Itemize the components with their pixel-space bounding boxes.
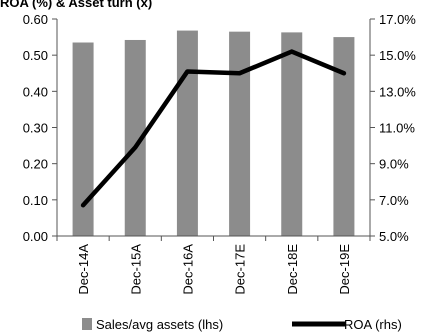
legend-swatch-bar [82, 318, 92, 330]
x-tick-label: Dec-17E [233, 244, 248, 295]
bar-Dec-18E [281, 32, 303, 236]
bar-Dec-17E [229, 31, 251, 237]
y-left-tick-label: 0.40 [23, 84, 48, 99]
y-right-tick-label: 7.0% [379, 193, 409, 208]
legend-label-line: ROA (rhs) [344, 317, 402, 332]
x-tick-label: Dec-14A [76, 244, 91, 295]
legend: Sales/avg assets (lhs) ROA (rhs) [82, 317, 402, 332]
bar-Dec-16A [176, 30, 198, 236]
y-left-tick-label: 0.30 [23, 121, 48, 136]
y-left-tick-label: 0.60 [23, 12, 48, 27]
y-right-tick-label: 17.0% [379, 12, 416, 27]
y-right-tick-label: 15.0% [379, 48, 416, 63]
y-left-tick-label: 0.00 [23, 229, 48, 244]
axes-layer: 0.00 0.10 0.20 0.30 0.40 0.50 0.60 5.0% 7.0% 9.0%… [23, 12, 417, 244]
chart-title: ROA (%) & Asset turn (x) [0, 0, 152, 10]
y-left-tick-label: 0.20 [23, 157, 48, 172]
y-left-tick-label: 0.50 [23, 48, 48, 63]
bar-Dec-14A [72, 42, 94, 237]
y-right-tick-label: 5.0% [379, 229, 409, 244]
x-tick-label: Dec-18E [285, 244, 300, 295]
x-tick-label: Dec-16A [180, 244, 195, 295]
bar-Dec-19E [333, 37, 355, 237]
y-right-tick-label: 9.0% [379, 157, 409, 172]
bar-layer [72, 30, 355, 237]
bar-Dec-15A [124, 39, 146, 236]
x-tick-labels: Dec-14A Dec-15A Dec-16A Dec-17E Dec-18E Dec-1… [76, 244, 352, 295]
line-roa [80, 49, 347, 208]
y-right-tick-label: 11.0% [379, 121, 415, 136]
x-tick-label: Dec-15A [128, 244, 143, 295]
y-left-tick-label: 0.10 [23, 193, 48, 208]
line-layer [80, 49, 347, 208]
x-tick-label: Dec-19E [337, 244, 352, 295]
y-right-tick-label: 13.0% [379, 84, 416, 99]
legend-label-bar: Sales/avg assets (lhs) [96, 317, 223, 332]
